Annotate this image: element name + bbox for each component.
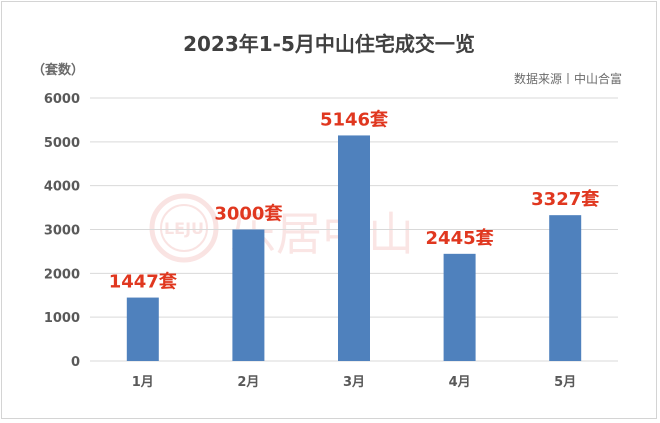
- bar: [338, 135, 370, 361]
- y-axis-unit-label: （套数）: [32, 63, 85, 78]
- bar: [549, 215, 582, 361]
- x-tick-label: 3月: [343, 375, 365, 390]
- y-tick-label: 5000: [44, 136, 80, 151]
- chart-title: 2023年1-5月中山住宅成交一览: [183, 32, 475, 56]
- bar: [443, 253, 476, 361]
- y-tick-label: 6000: [44, 92, 80, 107]
- data-label: 2445套: [426, 227, 494, 249]
- y-tick-label: 4000: [44, 180, 80, 195]
- y-tick-label: 3000: [44, 224, 80, 239]
- data-label: 1447套: [109, 271, 177, 293]
- y-tick-label: 0: [71, 355, 80, 370]
- data-label: 5146套: [320, 108, 388, 130]
- y-tick-label: 1000: [44, 311, 80, 326]
- y-tick-label: 2000: [44, 267, 80, 282]
- x-tick-label: 4月: [449, 375, 471, 390]
- x-tick-label: 5月: [554, 375, 576, 390]
- data-source-note: 数据来源丨中山合富: [513, 72, 622, 86]
- bar: [126, 297, 159, 361]
- x-tick-label: 2月: [237, 375, 259, 390]
- bar: [232, 229, 265, 361]
- x-tick-label: 1月: [132, 375, 154, 390]
- data-label: 3000套: [214, 203, 282, 225]
- data-label: 3327套: [531, 188, 599, 210]
